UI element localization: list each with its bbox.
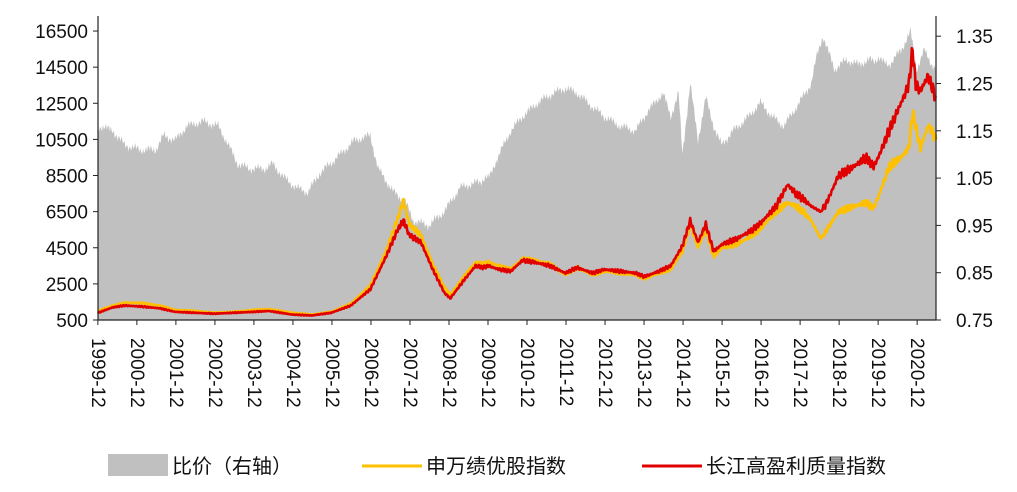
x-tick-label: 2017-12 [789, 338, 810, 408]
x-tick-label: 2007-12 [399, 338, 420, 408]
right-tick-label: 0.95 [956, 216, 993, 237]
x-tick-label: 2011-12 [555, 338, 576, 406]
x-tick-label: 2002-12 [204, 338, 225, 408]
x-tick-label: 2009-12 [477, 338, 498, 408]
left-tick-label: 12500 [35, 94, 88, 115]
left-tick-label: 14500 [35, 58, 88, 79]
legend: 比价（右轴） 申万绩优股指数 长江高盈利质量指数 [108, 454, 886, 478]
x-tick-label: 2019-12 [867, 338, 888, 408]
left-tick-label: 10500 [35, 130, 88, 151]
x-tick-label: 2014-12 [672, 338, 693, 408]
x-tick-label: 2013-12 [633, 338, 654, 408]
left-tick-label: 6500 [46, 203, 88, 224]
left-tick-label: 4500 [46, 239, 88, 260]
x-tick-label: 2006-12 [360, 338, 381, 408]
left-tick-label: 2500 [46, 275, 88, 296]
axes: 500 2500 4500 6500 8500 10500 12500 14500 16500 0… [35, 16, 993, 408]
right-tick-label: 1.15 [956, 122, 993, 143]
x-tick-label: 2001-12 [165, 338, 186, 408]
right-tick-label: 0.75 [956, 311, 993, 332]
x-tick-label: 1999-12 [87, 338, 108, 408]
legend-label: 申万绩优股指数 [426, 454, 566, 478]
x-tick-label: 2020-12 [906, 338, 927, 408]
right-tick-label: 1.25 [956, 74, 993, 95]
legend-label: 比价（右轴） [172, 454, 292, 478]
x-tick-label: 2012-12 [594, 338, 615, 408]
right-tick-label: 1.35 [956, 27, 993, 48]
x-tick-label: 2010-12 [516, 338, 537, 408]
x-tick-label: 2008-12 [438, 338, 459, 408]
right-tick-label: 0.85 [956, 264, 993, 285]
right-tick-label: 1.05 [956, 169, 993, 190]
left-tick-label: 500 [56, 311, 88, 332]
legend-label: 长江高盈利质量指数 [706, 454, 886, 478]
x-tick-label: 2018-12 [828, 338, 849, 408]
x-tick-label: 2005-12 [321, 338, 342, 408]
x-tick-label: 2004-12 [282, 338, 303, 408]
x-tick-label: 2000-12 [126, 338, 147, 408]
legend-swatch-area [108, 454, 168, 476]
series-line-cj-index [97, 46, 938, 317]
x-tick-label: 2016-12 [750, 338, 771, 408]
series-area-ratio [98, 26, 936, 321]
left-tick-label: 16500 [35, 22, 88, 43]
x-tick-label: 2015-12 [711, 338, 732, 408]
plot-area [97, 26, 938, 321]
x-tick-label: 2003-12 [243, 338, 264, 408]
left-tick-label: 8500 [46, 167, 88, 188]
